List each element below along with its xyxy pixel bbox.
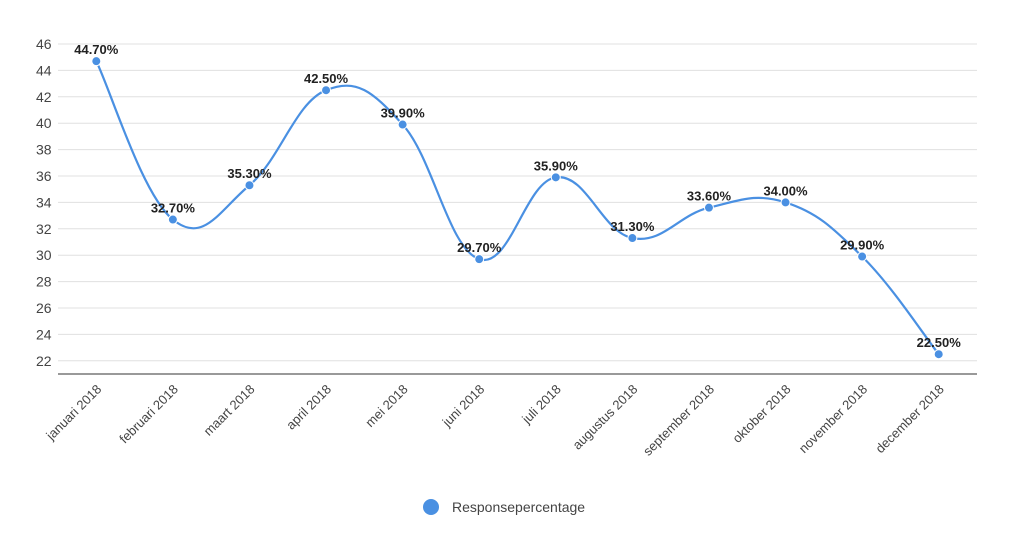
data-point[interactable] <box>550 172 561 183</box>
x-tick-label: maart 2018 <box>200 382 257 439</box>
y-tick-label: 24 <box>36 326 52 342</box>
y-tick-label: 28 <box>36 274 52 290</box>
data-label: 32.70% <box>151 201 196 216</box>
data-labels: 44.70% 32.70% 35.30% 42.50% 39.90% 29.70% 35.9… <box>74 42 961 350</box>
data-label: 35.90% <box>534 158 579 173</box>
y-tick-label: 42 <box>36 89 52 105</box>
data-label: 42.50% <box>304 71 349 86</box>
y-tick-label: 44 <box>36 62 52 78</box>
x-tick-label: augustus 2018 <box>570 382 641 453</box>
data-point[interactable] <box>474 254 485 265</box>
gridlines <box>58 43 977 362</box>
data-point[interactable] <box>321 85 332 96</box>
y-tick-label: 38 <box>36 142 52 158</box>
x-tick-label: september 2018 <box>640 382 717 459</box>
data-label: 29.90% <box>840 238 885 253</box>
y-axis-tick-labels: 22 24 26 28 30 32 34 36 38 40 42 44 46 <box>36 36 52 369</box>
data-point[interactable] <box>244 180 255 191</box>
x-tick-label: februari 2018 <box>116 382 181 447</box>
x-tick-label: juli 2018 <box>518 382 564 428</box>
data-point[interactable] <box>857 251 868 262</box>
x-axis-tick-labels: januari 2018 februari 2018 maart 2018 april… <box>42 382 946 459</box>
data-label: 34.00% <box>763 183 808 198</box>
data-point[interactable] <box>397 119 408 130</box>
data-point[interactable] <box>627 233 638 244</box>
y-tick-label: 26 <box>36 300 52 316</box>
y-tick-label: 22 <box>36 353 52 369</box>
data-point[interactable] <box>167 214 178 225</box>
data-points <box>91 56 944 360</box>
data-point[interactable] <box>703 202 714 213</box>
x-tick-label: januari 2018 <box>42 382 104 444</box>
data-label: 44.70% <box>74 42 119 57</box>
series-line-responsepercentage <box>95 60 940 355</box>
data-label: 31.30% <box>610 219 655 234</box>
y-tick-label: 40 <box>36 115 52 131</box>
x-tick-label: juni 2018 <box>439 382 488 431</box>
y-tick-label: 36 <box>36 168 52 184</box>
y-tick-label: 32 <box>36 221 52 237</box>
data-point[interactable] <box>780 197 791 208</box>
x-tick-label: december 2018 <box>872 382 946 456</box>
data-label: 35.30% <box>227 166 272 181</box>
data-label: 29.70% <box>457 240 502 255</box>
data-label: 22.50% <box>917 335 962 350</box>
legend[interactable]: Responsepercentage <box>423 499 585 515</box>
data-label: 39.90% <box>381 106 426 121</box>
y-tick-label: 46 <box>36 36 52 52</box>
y-tick-label: 34 <box>36 194 52 210</box>
data-point[interactable] <box>933 349 944 360</box>
x-tick-label: november 2018 <box>796 382 870 456</box>
data-point[interactable] <box>91 56 102 67</box>
data-label: 33.60% <box>687 189 732 204</box>
x-tick-label: mei 2018 <box>362 382 410 430</box>
x-tick-label: oktober 2018 <box>729 382 793 446</box>
legend-marker <box>423 499 439 515</box>
y-tick-label: 30 <box>36 247 52 263</box>
legend-label: Responsepercentage <box>452 499 585 515</box>
x-tick-label: april 2018 <box>283 382 334 433</box>
